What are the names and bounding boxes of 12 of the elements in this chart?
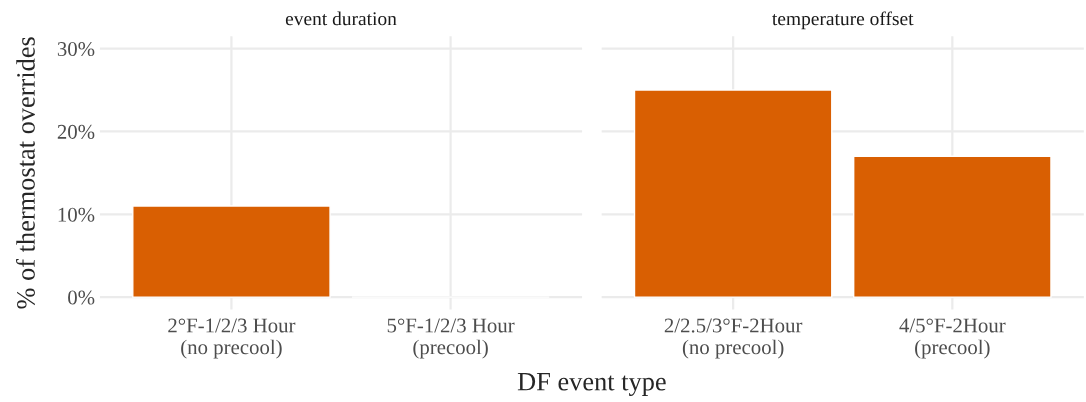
x-tick-label: 2/2.5/3°F-2Hour (no precool) (664, 318, 803, 359)
y-tick-label: 20% (57, 124, 95, 139)
y-tick-label: 10% (58, 207, 95, 222)
y-axis-title: % of thermostat overrides (16, 37, 35, 309)
x-axis-title: DF event type (517, 373, 666, 396)
chart-title: temperature offset (772, 11, 914, 30)
chart-title: event duration (285, 11, 397, 26)
y-tick-label: 0% (68, 290, 95, 305)
x-tick-label: 2°F-1/2/3 Hour (no precool) (168, 318, 296, 359)
x-tick-label: 4/5°F-2Hour (precool) (899, 318, 1006, 359)
x-tick-label: 5°F-1/2/3 Hour (precool) (387, 318, 515, 359)
y-tick-label: 30% (57, 41, 95, 57)
